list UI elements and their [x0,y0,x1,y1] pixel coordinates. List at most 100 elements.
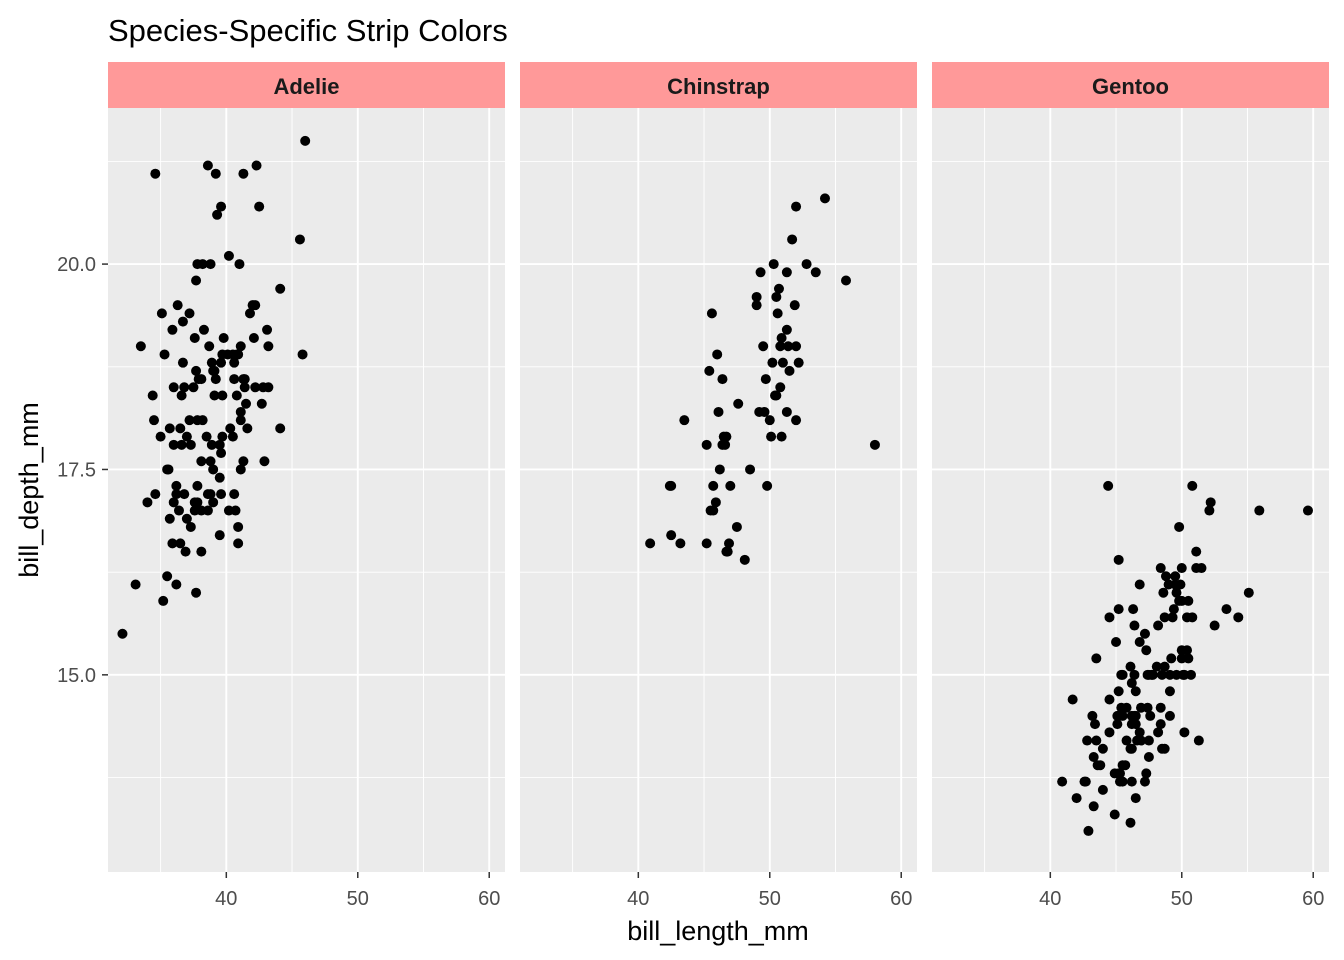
data-point [731,521,742,532]
data-point [179,489,190,500]
data-point [841,275,852,286]
data-point [242,423,253,434]
data-point [1117,710,1128,721]
data-point [173,505,184,516]
data-point [1125,661,1136,672]
data-point [177,357,188,368]
data-point [1121,735,1132,746]
data-point [234,259,245,270]
data-point [775,382,786,393]
data-point [235,464,246,475]
data-point [218,333,229,344]
data-point [230,505,241,516]
data-point [1120,760,1131,771]
data-point [196,456,207,467]
data-point [294,234,305,245]
data-point [768,259,779,270]
data-point [235,406,246,417]
x-axis-title: bill_length_mm [627,916,809,946]
data-point [1171,587,1182,598]
data-point [171,489,182,500]
data-point [1111,636,1122,647]
data-point [1176,563,1187,574]
data-point [645,538,656,549]
data-point [724,538,735,549]
data-point [171,480,182,491]
data-point [1193,735,1204,746]
data-point [216,489,227,500]
data-point [204,341,215,352]
data-point [776,431,787,442]
data-point [150,168,161,179]
data-point [297,349,308,360]
data-point [208,464,219,475]
data-point [250,300,261,311]
data-point [666,480,677,491]
data-point [233,538,244,549]
facet-strip [932,62,1329,108]
data-point [1151,661,1162,672]
data-point [227,431,238,442]
data-point [181,431,192,442]
data-point [191,365,202,376]
data-point [1141,645,1152,656]
data-point [1233,612,1244,623]
data-point [1082,735,1093,746]
data-point [1167,612,1178,623]
y-axis-title: bill_depth_mm [14,402,44,578]
data-point [789,300,800,311]
data-point [1183,653,1194,664]
data-point [1109,809,1120,820]
data-point [706,308,717,319]
data-point [733,398,744,409]
data-point [189,333,200,344]
data-point [1091,653,1102,664]
data-point [1130,719,1141,730]
data-point [773,283,784,294]
data-point [1134,727,1145,738]
data-point [793,357,804,368]
data-point [188,382,199,393]
data-point [1113,604,1124,615]
data-point [1160,571,1171,582]
data-point [180,546,191,557]
data-point [209,365,220,376]
data-point [679,415,690,426]
data-point [238,168,249,179]
data-point [708,480,719,491]
data-point [239,382,250,393]
data-point [1126,743,1137,754]
data-point [1104,694,1115,705]
data-point [1126,776,1137,787]
data-point [714,464,725,475]
facet-strip-label: Chinstrap [667,74,770,99]
data-point [717,374,728,385]
data-point [168,439,179,450]
data-point [704,365,715,376]
x-tick-label: 60 [890,888,912,910]
data-point [192,480,203,491]
data-point [176,439,187,450]
data-point [223,250,234,261]
facet-strip-label: Gentoo [1092,74,1169,99]
data-point [1143,735,1154,746]
data-point [1091,735,1102,746]
data-point [764,415,775,426]
data-point [1113,554,1124,565]
data-point [205,456,216,467]
data-point [167,538,178,549]
x-tick-label: 40 [1039,888,1061,910]
data-point [1166,653,1177,664]
data-point [1080,776,1091,787]
data-point [250,382,261,393]
data-point [176,390,187,401]
data-point [810,267,821,278]
facet-strip [520,62,917,108]
data-point [725,480,736,491]
data-point [791,201,802,212]
data-point [1179,727,1190,738]
data-point [233,521,244,532]
data-point [198,324,209,335]
